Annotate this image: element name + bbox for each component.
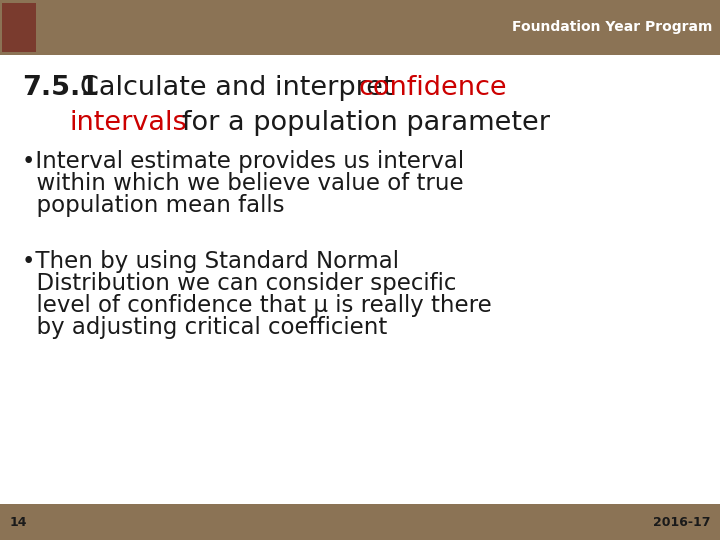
Text: population mean falls: population mean falls [22, 194, 284, 217]
Text: 2016-17: 2016-17 [652, 516, 710, 529]
Text: UNIVERSITY: UNIVERSITY [40, 35, 106, 45]
Text: •Interval estimate provides us interval: •Interval estimate provides us interval [22, 150, 464, 173]
Bar [0, 504, 720, 540]
Text: confidence: confidence [358, 75, 507, 101]
Text: for a population parameter: for a population parameter [182, 110, 550, 136]
Text: •Then by using Standard Normal: •Then by using Standard Normal [22, 250, 399, 273]
Text: level of confidence that μ is really there: level of confidence that μ is really the… [22, 294, 492, 317]
Bar [2, 3, 36, 52]
Text: intervals: intervals [70, 110, 188, 136]
Text: 7.5.1: 7.5.1 [22, 75, 99, 101]
Text: by adjusting critical coefficient: by adjusting critical coefficient [22, 316, 387, 339]
Text: Calculate and interpret: Calculate and interpret [80, 75, 394, 101]
Text: NAZARBAYEV: NAZARBAYEV [40, 14, 113, 24]
Text: within which we believe value of true: within which we believe value of true [22, 172, 464, 195]
Text: 14: 14 [10, 516, 27, 529]
Bar [0, 0, 720, 55]
Text: Distribution we can consider specific: Distribution we can consider specific [22, 272, 456, 295]
Text: Foundation Year Program: Foundation Year Program [512, 21, 712, 35]
